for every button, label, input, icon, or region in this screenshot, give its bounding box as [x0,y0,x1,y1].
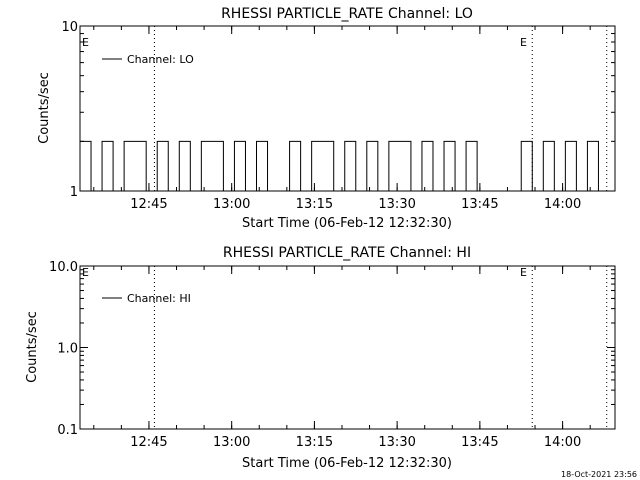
y-ticks-lo: 1 10 [61,20,615,200]
event-label-lo: E [520,36,527,49]
corner-marker-lo: E [82,36,89,49]
y-tick-label: 10.0 [49,260,78,275]
event-lines-lo [153,26,608,191]
x-ticks-hi: 12:45 13:00 13:15 13:30 13:45 14:00 [93,266,591,450]
x-tick-label: 13:00 [213,197,250,212]
plot-frame-hi [79,265,616,430]
legend-label-lo: Channel: LO [127,53,194,66]
y-axis-label-lo: Counts/sec [37,72,52,144]
chart-title-hi: RHESSI PARTICLE_RATE Channel: HI [223,245,471,261]
corner-marker-hi: E [82,266,89,279]
x-tick-label: 12:45 [130,197,167,212]
x-tick-label: 13:30 [378,197,415,212]
x-tick-label: 14:00 [544,435,581,450]
x-tick-label: 13:30 [378,435,415,450]
y-tick-label: 1.0 [57,342,78,357]
x-tick-label: 13:00 [213,435,250,450]
event-lines-hi [153,266,608,429]
x-tick-label: 12:45 [130,435,167,450]
y-ticks-hi: 0.1 1.0 10.0 [49,260,615,438]
panel-lo: RHESSI PARTICLE_RATE Channel: LO 12:45 13… [37,6,616,231]
x-tick-label: 13:45 [461,435,498,450]
y-axis-label-hi: Counts/sec [25,311,40,383]
x-tick-label: 13:15 [296,435,333,450]
x-ticks-lo: 12:45 13:00 13:15 13:30 13:45 14:00 [93,26,591,212]
x-tick-label: 14:00 [544,197,581,212]
series-line-lo [80,140,610,192]
legend-label-hi: Channel: HI [127,292,191,305]
plot-frame-lo [79,25,616,192]
event-label-hi: E [520,266,527,279]
x-axis-label-lo: Start Time (06-Feb-12 12:32:30) [242,216,452,231]
y-tick-label: 0.1 [57,423,78,438]
y-tick-label: 1 [70,185,78,200]
y-tick-label: 10 [61,20,78,35]
chart-title-lo: RHESSI PARTICLE_RATE Channel: LO [221,6,473,22]
x-tick-label: 13:15 [296,197,333,212]
footer-timestamp: 18-Oct-2021 23:56 [561,470,637,479]
x-tick-label: 13:45 [461,197,498,212]
x-axis-label-hi: Start Time (06-Feb-12 12:32:30) [242,456,452,471]
panel-hi: RHESSI PARTICLE_RATE Channel: HI 12:45 13… [25,245,616,471]
